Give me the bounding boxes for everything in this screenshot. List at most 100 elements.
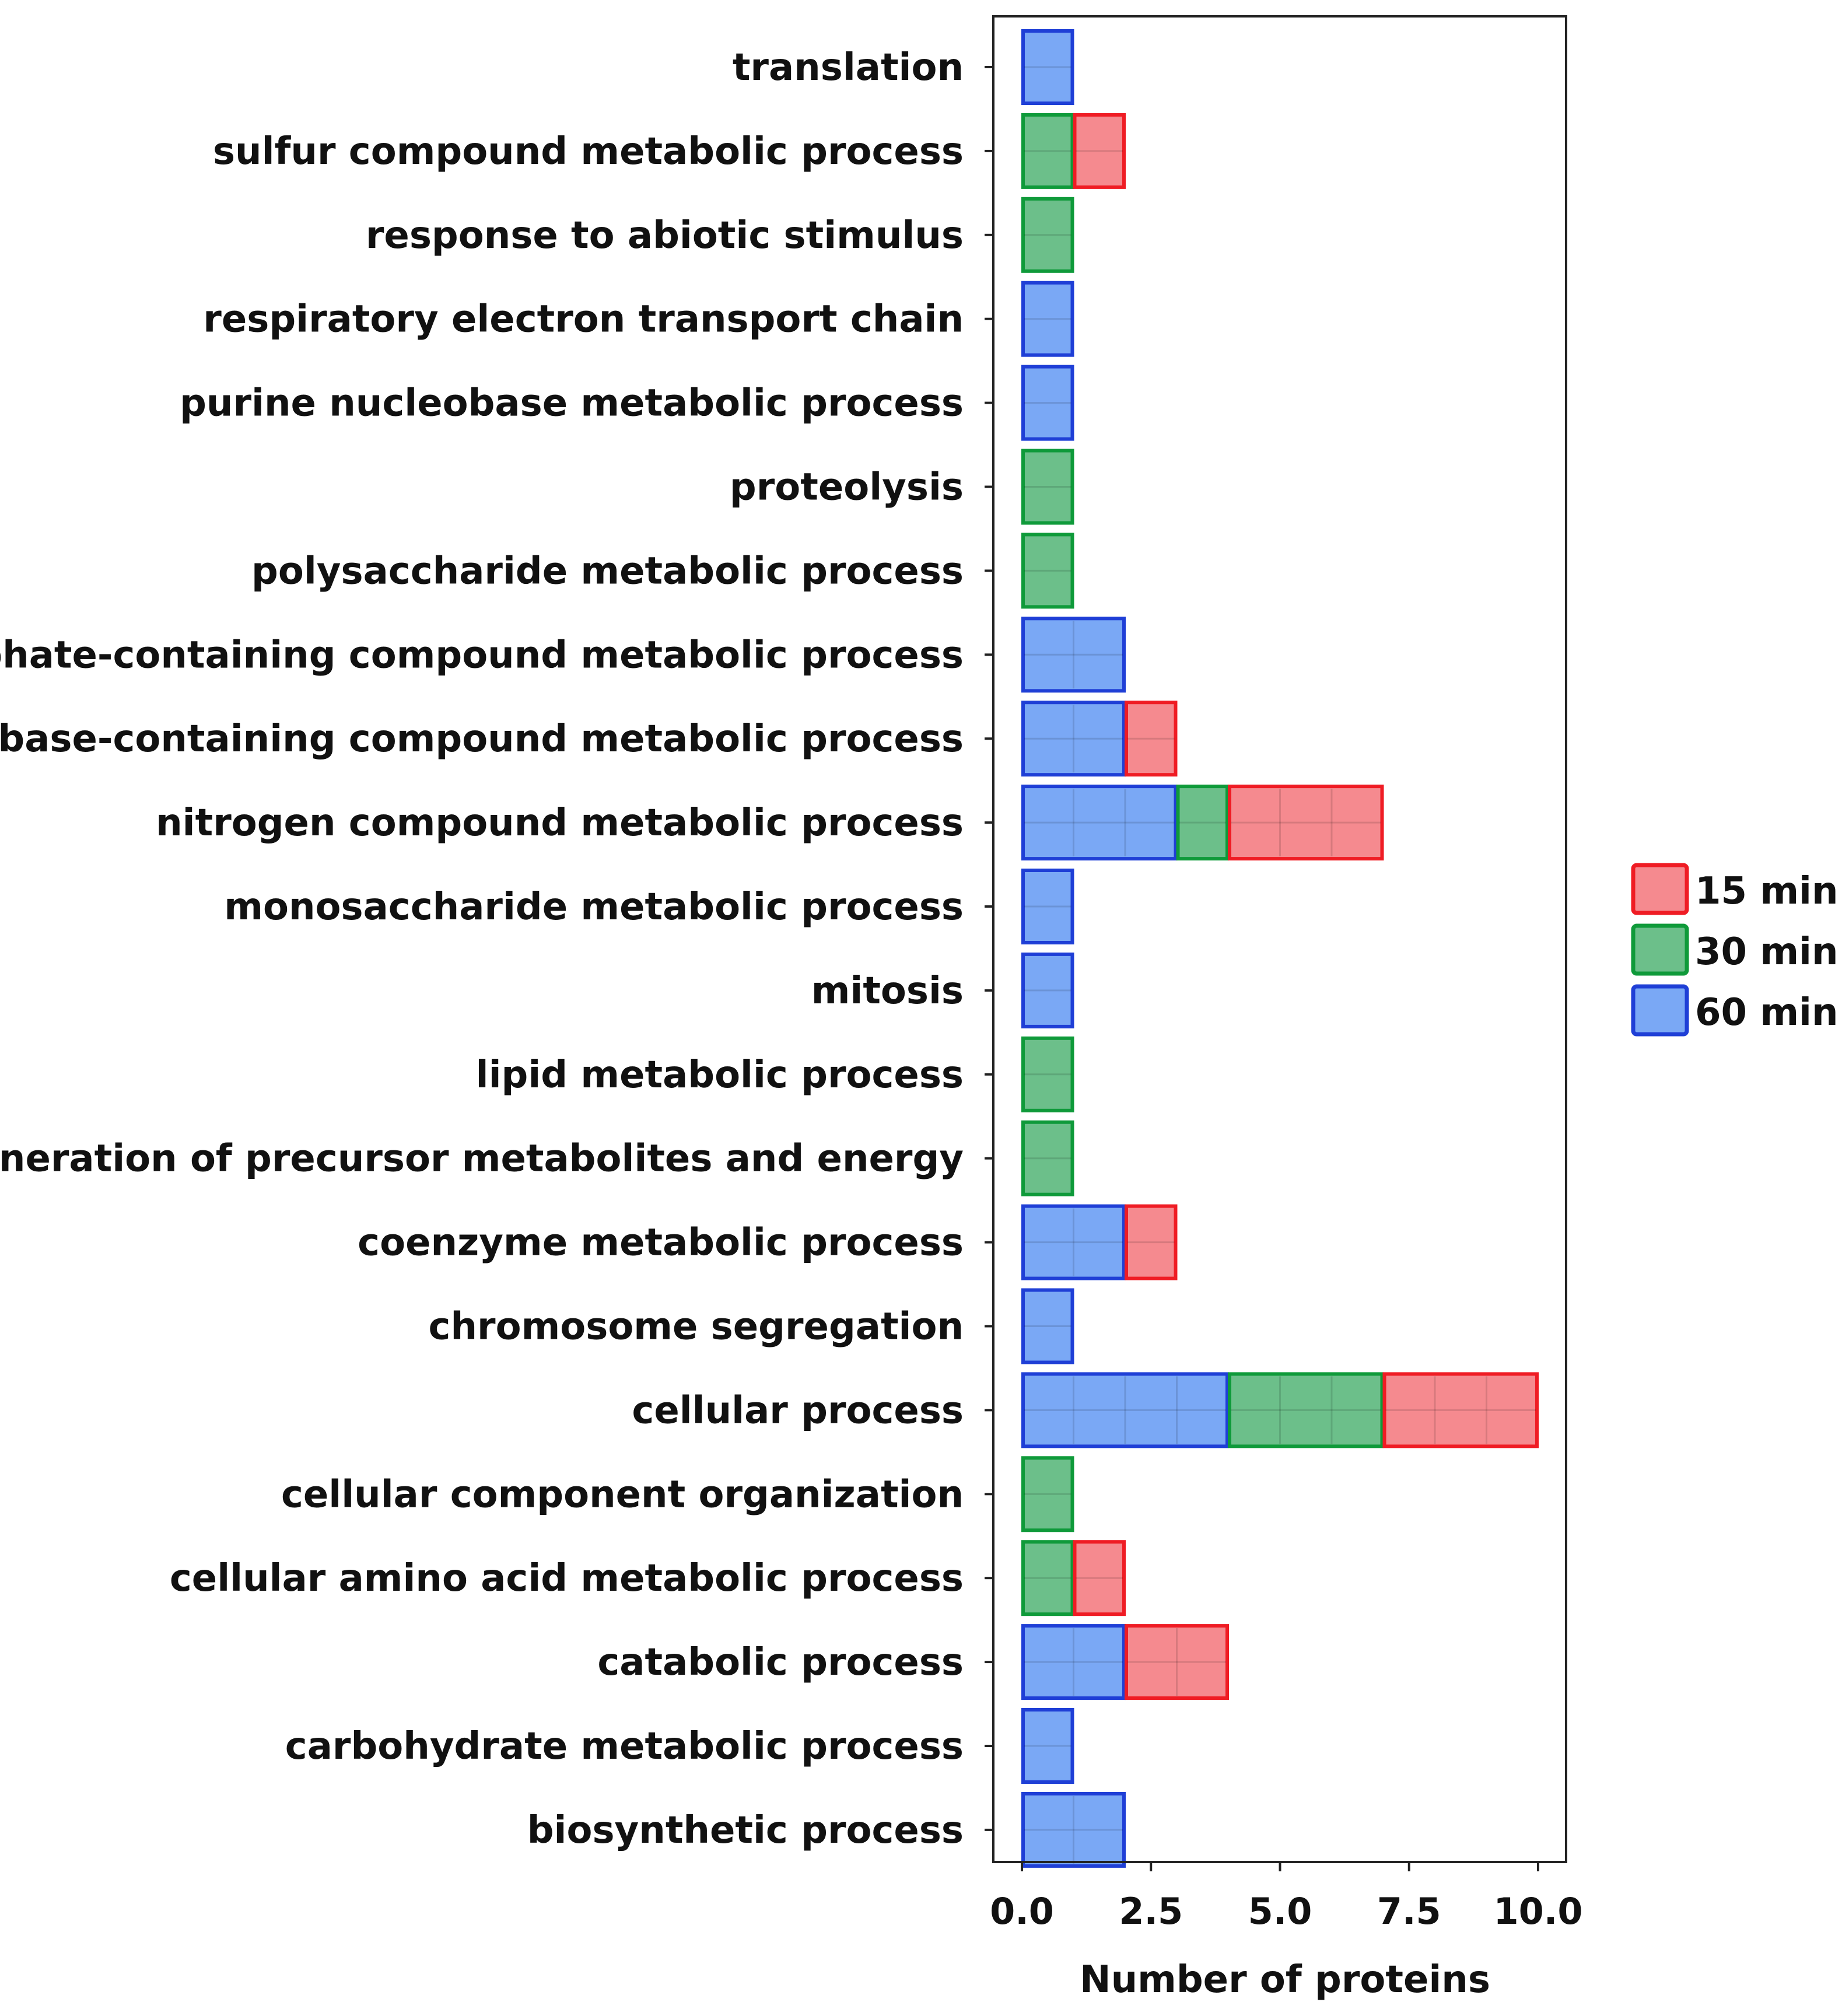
bar-segment-rect [1021,1540,1074,1616]
bar-segment-rect [1021,365,1074,441]
bar-segment [1125,701,1178,777]
bar-segment-rect [1021,785,1178,861]
bar-segment [1021,1540,1074,1616]
x-axis: 0.0 2.5 5.0 7.5 10.0 [990,1861,1583,1933]
legend-label: 15 min [1695,870,1839,913]
bar-segment [1021,1456,1074,1532]
category-label: biosynthetic process [527,1809,964,1852]
category-label: nitrogen compound metabolic process [156,802,964,845]
category-label: translation [733,46,964,89]
bar-segment [1021,281,1074,357]
category-label: polysaccharide metabolic process [251,550,964,593]
bar-segment [1125,1624,1229,1700]
bar-segment-rect [1021,1791,1126,1868]
bar-segment [1021,365,1074,441]
bar-segment [1021,1624,1126,1700]
category-label: chromosome segregation [429,1306,964,1349]
bar-segment-rect [1021,533,1074,609]
category-label: coenzyme metabolic process [358,1222,964,1265]
category-label: carbohydrate metabolic process [285,1725,964,1768]
bar-segment-rect [1176,785,1229,861]
x-tick-label: 5.0 [1248,1890,1312,1933]
bar-segment-rect [1021,281,1074,357]
bar-segment-rect [1021,952,1074,1028]
category-label: respiratory electron transport chain [203,298,964,341]
bar-segment-rect [1021,449,1074,525]
bar-segment-rect [1021,1624,1126,1700]
bar-segment-rect [1021,1036,1074,1112]
category-label: cellular process [632,1389,964,1432]
bar-segment-rect [1021,617,1126,693]
bar-segment-rect [1073,1540,1126,1616]
bar-segment [1021,952,1074,1028]
category-label: monosaccharide metabolic process [224,886,964,929]
category-label: cellular amino acid metabolic process [170,1557,964,1600]
bar-segment [1021,449,1074,525]
x-tick-label: 7.5 [1377,1890,1441,1933]
category-label: purine nucleobase metabolic process [180,382,964,425]
category-label: cellular component organization [281,1473,964,1516]
bar-segment-rect [1125,1624,1229,1700]
bar-segment [1021,701,1126,777]
category-labels: translation sulfur compound metabolic pro… [0,46,993,1852]
legend-swatch [1631,923,1689,976]
bar-segment [1021,533,1074,609]
bar-segment-rect [1228,1372,1384,1448]
legend-item: 15 min [1631,863,1839,915]
bar-segment [1021,1791,1126,1868]
bar-segment [1021,1708,1074,1784]
bar-segment [1382,1372,1539,1448]
bar-segment-rect [1021,197,1074,273]
bar-segment-rect [1382,1372,1539,1448]
legend-label: 30 min [1695,930,1839,974]
bar-segment [1021,1204,1126,1280]
legend-swatch [1631,984,1689,1037]
bar-segment [1021,1036,1074,1112]
x-tick-label: 2.5 [1119,1890,1183,1933]
legend-label: 60 min [1695,991,1839,1034]
x-tick-label: 10.0 [1494,1890,1583,1933]
bar-segment-rect [1021,1708,1074,1784]
bar-segment-rect [1125,1204,1178,1280]
bar-segment-rect [1021,869,1074,944]
x-tick-label: 0.0 [990,1890,1054,1933]
bar-segment-rect [1021,1372,1229,1448]
bar-segment-rect [1021,29,1074,105]
category-label: lipid metabolic process [476,1054,964,1097]
bar-segment [1021,197,1074,273]
category-label: sulfur compound metabolic process [213,130,964,173]
category-label: proteolysis [730,466,964,509]
bar-segment [1021,1120,1074,1196]
bar-segment [1021,113,1074,189]
category-label: mitosis [811,970,964,1013]
bar-segment-rect [1125,701,1178,777]
bar-segment [1228,785,1384,861]
category-label: response to abiotic stimulus [366,214,964,257]
bar-segment-rect [1021,1456,1074,1532]
x-axis-title: Number of proteins [1080,1958,1490,2001]
bar-segment-rect [1021,1204,1126,1280]
bar-segment-rect [1021,1288,1074,1364]
bar-segment [1125,1204,1178,1280]
bar-segment-rect [1021,701,1126,777]
bar-segment [1073,1540,1126,1616]
legend-item: 60 min [1631,984,1839,1037]
bar-segment-rect [1073,113,1126,189]
bar-segment [1021,29,1074,105]
bar-segment [1073,113,1126,189]
category-label: phosphate-containing compound metabolic … [0,634,964,677]
category-label: nucleobase-containing compound metabolic… [0,718,964,761]
category-label: catabolic process [597,1641,964,1684]
bar-segment-rect [1021,113,1074,189]
bar-segment [1021,1372,1229,1448]
bar-segment [1021,869,1074,944]
bar-segment [1021,1288,1074,1364]
bar-segment [1021,617,1126,693]
bar-segment [1021,785,1178,861]
bar-segment [1228,1372,1384,1448]
bar-segment-rect [1021,1120,1074,1196]
legend: 15 min 30 min 60 min [1631,863,1839,1037]
legend-swatch [1631,863,1689,915]
category-label: generation of precursor metabolites and … [0,1138,964,1181]
